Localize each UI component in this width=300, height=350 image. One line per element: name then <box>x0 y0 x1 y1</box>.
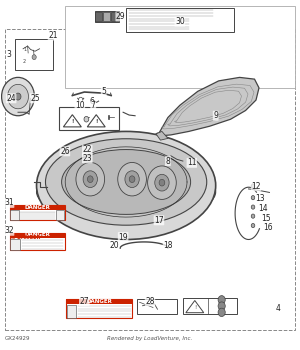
Text: 2: 2 <box>23 59 26 64</box>
Text: 13: 13 <box>256 194 265 203</box>
Text: DANGER: DANGER <box>86 299 112 304</box>
FancyBboxPatch shape <box>10 205 65 210</box>
Circle shape <box>251 184 255 188</box>
Ellipse shape <box>61 149 191 215</box>
FancyBboxPatch shape <box>95 11 118 22</box>
FancyBboxPatch shape <box>183 298 237 314</box>
FancyBboxPatch shape <box>126 8 234 32</box>
FancyBboxPatch shape <box>66 299 132 304</box>
Text: 19: 19 <box>118 232 128 241</box>
Text: !: ! <box>71 119 74 124</box>
Circle shape <box>15 93 21 100</box>
Text: 9: 9 <box>213 111 218 120</box>
FancyBboxPatch shape <box>15 39 53 70</box>
FancyBboxPatch shape <box>10 205 65 220</box>
Text: 15: 15 <box>262 214 271 223</box>
FancyBboxPatch shape <box>10 232 65 238</box>
Text: 12: 12 <box>251 182 261 191</box>
FancyBboxPatch shape <box>65 6 295 88</box>
Text: 30: 30 <box>175 17 185 26</box>
Polygon shape <box>156 77 259 136</box>
Text: 4: 4 <box>276 304 281 313</box>
FancyBboxPatch shape <box>111 12 118 21</box>
Circle shape <box>251 196 255 200</box>
Text: 18: 18 <box>163 241 173 250</box>
Text: 14: 14 <box>259 204 268 213</box>
Circle shape <box>251 223 255 228</box>
FancyBboxPatch shape <box>10 239 20 250</box>
Text: 17: 17 <box>154 216 164 225</box>
Circle shape <box>251 205 255 209</box>
Circle shape <box>218 308 225 316</box>
Text: 6: 6 <box>89 97 94 106</box>
Circle shape <box>83 171 98 188</box>
FancyBboxPatch shape <box>5 29 295 330</box>
Text: DANGER: DANGER <box>24 232 50 237</box>
Circle shape <box>155 174 169 191</box>
Text: 11: 11 <box>187 158 196 167</box>
Ellipse shape <box>37 131 216 239</box>
Circle shape <box>8 84 29 109</box>
FancyBboxPatch shape <box>103 12 110 21</box>
FancyBboxPatch shape <box>10 232 65 250</box>
Text: 16: 16 <box>263 224 273 232</box>
Circle shape <box>76 162 105 196</box>
FancyBboxPatch shape <box>10 210 19 220</box>
FancyBboxPatch shape <box>59 107 118 130</box>
Circle shape <box>79 97 83 102</box>
Ellipse shape <box>46 139 207 225</box>
Text: 8: 8 <box>166 156 170 166</box>
Text: GX24929: GX24929 <box>5 336 31 341</box>
Circle shape <box>32 55 36 60</box>
Text: 20: 20 <box>110 241 119 250</box>
Text: 21: 21 <box>48 31 58 40</box>
Text: Rendered by LoadVenture, Inc.: Rendered by LoadVenture, Inc. <box>107 336 193 341</box>
Text: 3: 3 <box>7 50 11 59</box>
Circle shape <box>87 176 93 183</box>
FancyBboxPatch shape <box>136 299 177 314</box>
Circle shape <box>2 77 34 116</box>
Text: !: ! <box>95 119 98 124</box>
Text: 25: 25 <box>30 94 40 103</box>
Circle shape <box>218 296 225 304</box>
Circle shape <box>148 166 176 200</box>
Circle shape <box>84 117 89 122</box>
Circle shape <box>218 302 225 310</box>
Polygon shape <box>156 131 168 140</box>
Text: 31: 31 <box>4 198 14 208</box>
Circle shape <box>118 162 146 196</box>
Text: 24: 24 <box>6 94 16 103</box>
Circle shape <box>159 179 165 186</box>
Text: 29: 29 <box>116 12 125 21</box>
Text: 5: 5 <box>101 87 106 96</box>
Circle shape <box>129 176 135 183</box>
Text: 28: 28 <box>145 297 155 306</box>
Text: 10: 10 <box>75 101 85 110</box>
Text: 27: 27 <box>80 297 89 306</box>
FancyBboxPatch shape <box>95 12 102 21</box>
FancyBboxPatch shape <box>66 299 132 318</box>
Text: 7: 7 <box>91 102 96 111</box>
Text: 32: 32 <box>4 226 14 235</box>
Text: 1: 1 <box>23 47 26 52</box>
Text: DANGER: DANGER <box>24 204 50 210</box>
FancyBboxPatch shape <box>67 305 76 317</box>
Ellipse shape <box>37 162 216 222</box>
Circle shape <box>125 171 139 188</box>
Text: !: ! <box>194 305 196 310</box>
Text: 23: 23 <box>82 154 92 163</box>
Text: 22: 22 <box>82 145 92 154</box>
FancyBboxPatch shape <box>56 210 64 220</box>
Text: 26: 26 <box>60 147 70 156</box>
Text: ⚠ DANGER: ⚠ DANGER <box>11 235 40 240</box>
Circle shape <box>251 214 255 218</box>
